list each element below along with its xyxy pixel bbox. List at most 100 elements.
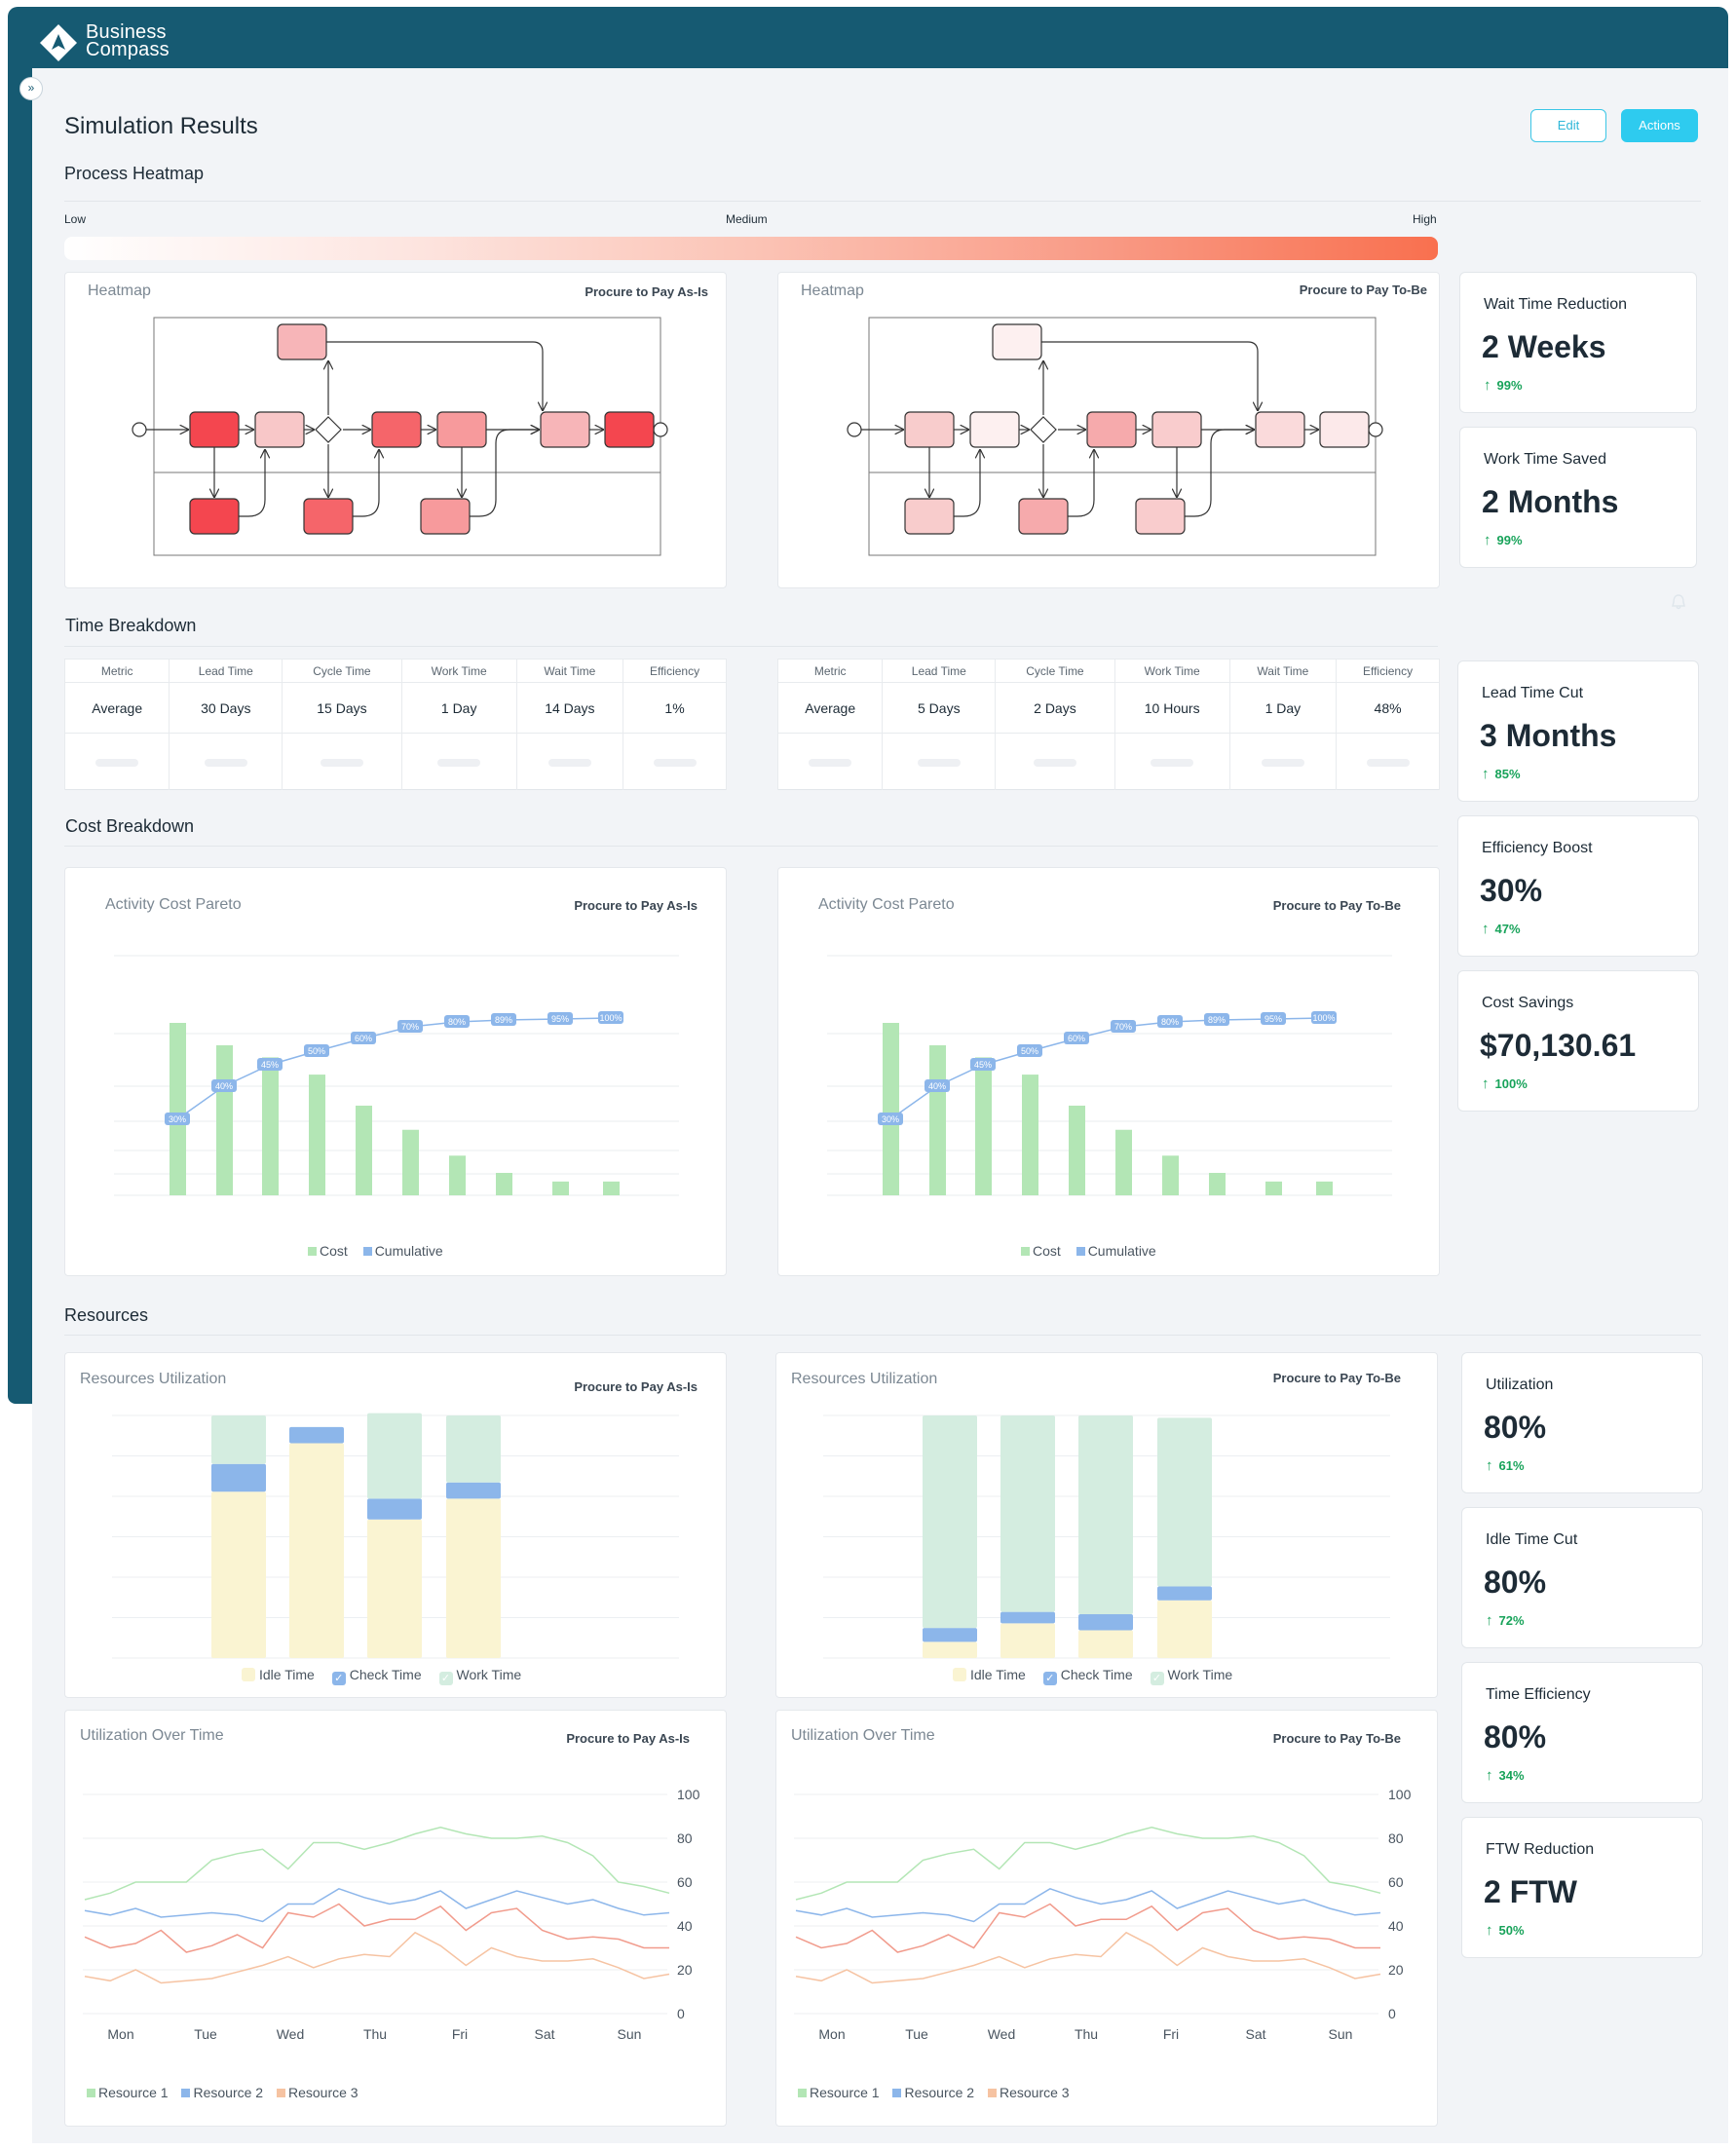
checkbox-icon[interactable]: ✓ — [1150, 1672, 1164, 1685]
checkbox-icon[interactable]: ✓ — [1042, 1672, 1057, 1685]
cost-bar — [883, 1023, 899, 1195]
table-row: Average 30 Days 15 Days 1 Day 14 Days 1% — [63, 682, 727, 734]
legend-label: Idle Time — [970, 1667, 1026, 1682]
cumulative-label-bg — [257, 1058, 283, 1071]
stacked-bar-segment — [367, 1413, 422, 1499]
stacked-bar-segment — [1157, 1417, 1212, 1587]
process-task — [371, 411, 422, 448]
cumulative-label-bg — [925, 1079, 950, 1092]
process-task — [969, 411, 1020, 448]
checkbox-icon[interactable] — [953, 1668, 966, 1681]
flow-arrow — [954, 450, 980, 517]
stacked-bar-segment — [211, 1491, 266, 1658]
cost-bar — [1115, 1129, 1132, 1195]
scale-low-label: Low — [64, 212, 87, 226]
stacked-bar-chart[interactable] — [776, 1353, 1439, 1699]
x-tick-label: Thu — [363, 2026, 387, 2042]
kpi-card: Utilization 80% ↑ 61% — [1461, 1352, 1703, 1493]
process-task — [303, 498, 354, 535]
card-title: Heatmap — [801, 283, 864, 299]
kpi-card: Work Time Saved 2 Months ↑ 99% — [1459, 427, 1697, 568]
resources-title: Resources — [64, 1305, 149, 1325]
cost-breakdown-title: Cost Breakdown — [65, 816, 195, 836]
table-cell: 1 Day — [400, 682, 517, 734]
kpi-value: 3 Months — [1480, 718, 1617, 753]
column-header: Work Time — [1113, 659, 1230, 683]
line-chart[interactable]: 0 20 40 60 80 100 Mon Tue Wed Thu Fri Sat Sun — [776, 1711, 1439, 2128]
legend-label: Check Time — [349, 1667, 422, 1682]
y-tick-label: 0 — [677, 2006, 685, 2021]
x-tick-label: Thu — [1075, 2026, 1098, 2042]
card-title: Utilization Over Time — [80, 1727, 224, 1744]
column-header: Cycle Time — [282, 659, 402, 683]
pareto-chart[interactable]: 30% 40% 45% 50% 60% 70% 80% 89% 95% 100% — [65, 868, 728, 1277]
kpi-card: Cost Savings $70,130.61 ↑ 100% — [1457, 970, 1699, 1112]
divider — [64, 646, 1438, 647]
heatmap-scale-bar — [64, 237, 1438, 260]
y-tick-label: 80 — [1388, 1830, 1404, 1846]
pareto-chart[interactable]: 30% 40% 45% 50% 60% 70% 80% 89% 95% 100% — [778, 868, 1441, 1277]
legend-label: Cumulative — [374, 1243, 443, 1259]
table-placeholder-row — [776, 733, 1440, 790]
cumulative-label-bg — [397, 1020, 423, 1033]
stacked-bar-chart[interactable] — [65, 1353, 728, 1699]
checkbox-icon[interactable] — [242, 1668, 255, 1681]
kpi-value: 80% — [1484, 1410, 1547, 1445]
cumulative-label-bg — [547, 1012, 573, 1025]
column-header: Wait Time — [515, 659, 624, 683]
table-cell: 10 Hours — [1113, 682, 1230, 734]
kpi-change: ↑ 34% — [1486, 1767, 1525, 1784]
cumulative-line — [889, 1017, 1325, 1120]
actions-button[interactable]: Actions — [1621, 109, 1698, 142]
x-tick-label: Tue — [194, 2026, 217, 2042]
x-tick-label: Sun — [1329, 2026, 1353, 2042]
stacked-bar-segment — [446, 1482, 501, 1499]
cost-bar — [1265, 1181, 1282, 1195]
stacked-bar-segment — [367, 1519, 422, 1658]
chart-legend: Resource 1 Resource 2 Resource 3 — [798, 2085, 1070, 2100]
legend-swatch — [892, 2089, 902, 2097]
y-tick-label: 20 — [1388, 1962, 1404, 1978]
skeleton-placeholder — [1366, 758, 1410, 767]
legend-label: Cost — [1033, 1243, 1061, 1259]
compass-logo-icon[interactable] — [39, 23, 78, 62]
cost-bar — [356, 1105, 372, 1195]
process-task — [904, 411, 955, 448]
page-title: Simulation Results — [64, 113, 258, 139]
cost-bar — [1209, 1172, 1226, 1195]
table-header-row: Metric Lead Time Cycle Time Work Time Wa… — [63, 659, 727, 683]
cumulative-label-bg — [491, 1013, 516, 1026]
edit-button[interactable]: Edit — [1530, 109, 1606, 142]
table-cell: Average — [63, 682, 170, 734]
table-cell: 5 Days — [882, 682, 997, 734]
stacked-bar-segment — [923, 1415, 977, 1629]
cumulative-label-bg — [1111, 1020, 1136, 1033]
card-title: Utilization Over Time — [791, 1727, 935, 1744]
card-subtitle: Procure to Pay As-Is — [574, 898, 698, 913]
process-task — [604, 411, 655, 448]
start-event — [132, 422, 147, 437]
kpi-card: Wait Time Reduction 2 Weeks ↑ 99% — [1459, 272, 1697, 413]
process-diagram[interactable] — [124, 317, 669, 575]
cumulative-label: 60% — [355, 1034, 372, 1043]
cumulative-label: 95% — [551, 1014, 569, 1024]
resources-utilization-card-as-is: Resources Utilization Procure to Pay As-… — [64, 1352, 727, 1698]
checkbox-icon[interactable]: ✓ — [438, 1672, 453, 1685]
line-chart[interactable]: 0 20 40 60 80 100 Mon Tue Wed Thu Fri Sat Sun — [65, 1711, 728, 2128]
table-cell: 1% — [623, 682, 727, 734]
x-tick-label: Sat — [1245, 2026, 1265, 2042]
cumulative-label: 80% — [448, 1017, 466, 1027]
process-diagram[interactable] — [839, 317, 1384, 575]
sidebar — [8, 68, 32, 1404]
y-tick-label: 40 — [677, 1918, 693, 1934]
bell-icon[interactable] — [1670, 593, 1687, 611]
arrow-up-icon: ↑ — [1486, 1612, 1493, 1629]
kpi-card: Idle Time Cut 80% ↑ 72% — [1461, 1507, 1703, 1648]
chart-legend: Cost Cumulative — [1021, 1243, 1156, 1259]
checkbox-icon[interactable]: ✓ — [331, 1672, 346, 1685]
skeleton-placeholder — [437, 758, 481, 767]
stacked-bar-segment — [923, 1641, 977, 1658]
process-task — [1151, 411, 1202, 448]
expand-sidebar-icon[interactable]: » — [19, 77, 43, 100]
divider — [64, 201, 1701, 202]
